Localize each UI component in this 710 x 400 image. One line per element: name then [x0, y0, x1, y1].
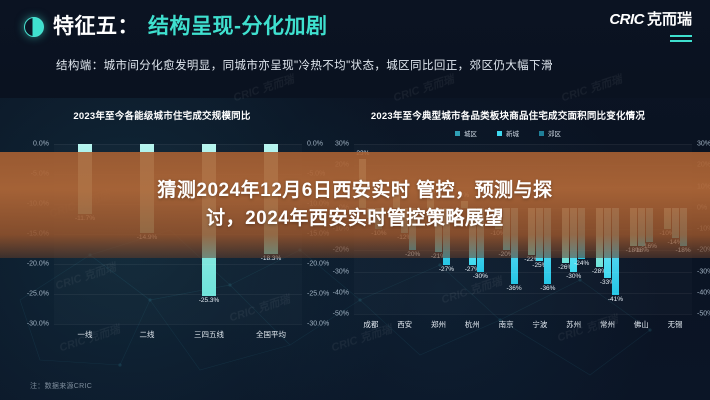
- bar-value-label: -25.3%: [198, 296, 220, 304]
- y-axis-tick-label: 30%: [334, 140, 349, 148]
- feature-label: 特征五：: [53, 15, 139, 38]
- brand-accent-bars: [609, 35, 692, 42]
- feature-title: 结构呈现-分化加剧: [148, 15, 328, 38]
- legend-label: 郊区: [548, 131, 561, 138]
- bar-value-label: -27%: [438, 266, 455, 274]
- x-axis-tick-label: 佛山: [633, 320, 649, 329]
- legend-swatch: [497, 130, 502, 136]
- y-axis-tick-label: -40%: [332, 289, 349, 297]
- bar-value-label: -27%: [464, 266, 480, 274]
- overlay-headline-line-1: 猜测2024年12月6日西安实时 管控，预测与探: [157, 180, 553, 202]
- right-chart-legend: 城区 新城 郊区: [318, 128, 698, 138]
- legend-swatch: [455, 130, 460, 136]
- right-chart-xaxis: 成都 西安 郑州 杭州 南京 宁波 苏州 常州 佛山 无锡: [354, 314, 692, 330]
- cric-logo: CRIC 克而瑞: [609, 8, 692, 29]
- bar-value-label: -36%: [506, 285, 522, 293]
- y-axis-tick-label: -30%: [332, 268, 349, 275]
- x-axis-tick-label: 南京: [498, 320, 514, 329]
- x-axis-tick-label: 杭州: [464, 320, 480, 329]
- bar-value-label: -26%: [558, 264, 574, 271]
- gridline: [354, 144, 692, 145]
- y-axis-tick-label: 0.0%: [33, 140, 49, 148]
- legend-item[interactable]: 城区: [455, 128, 477, 138]
- y-axis-tick-label-right: -25.0%: [307, 290, 330, 298]
- left-chart-xaxis: 一线 二线 三四五线 全国平均: [54, 324, 302, 340]
- overlay-headline-line-2: 讨，2024年西安实时管控策略展望: [206, 208, 504, 229]
- bar-value-label: -33%: [599, 278, 616, 286]
- x-axis-tick-label: 宁波: [532, 320, 548, 329]
- gridline: [354, 271, 692, 273]
- x-axis-tick-label: 无锡: [667, 320, 683, 329]
- x-axis-tick-label: 常州: [599, 320, 615, 329]
- y-axis-tick-label: -20.0%: [26, 260, 49, 268]
- half-moon-icon: [24, 16, 44, 37]
- y-axis-tick-label-right: -50%: [697, 310, 710, 318]
- source-footnote: 注：数据来源CRIC: [30, 383, 93, 390]
- y-axis-tick-label-right: -20.0%: [307, 260, 330, 268]
- left-chart-title: 2023年至今各能级城市住宅成交规模同比: [73, 111, 251, 122]
- x-axis-tick-label: 成都: [363, 320, 379, 329]
- y-axis-tick-label: -30.0%: [26, 320, 49, 328]
- headline-overlay-banner: 猜测2024年12月6日西安实时 管控，预测与探 讨，2024年西安实时管控策略…: [0, 152, 710, 258]
- x-axis-tick-label: 二线: [139, 330, 155, 339]
- gridline: [54, 294, 302, 295]
- y-axis-tick-label-right: -30.0%: [307, 320, 330, 328]
- bar-value-label: -28%: [591, 268, 608, 276]
- y-axis-tick-label: -50%: [332, 310, 349, 318]
- cric-logo-cn: 克而瑞: [646, 11, 692, 28]
- slide-header: 特征五： 结构呈现-分化加剧 结构端：城市间分化愈发明显，同城市亦呈现"冷热不均…: [0, 0, 710, 98]
- x-axis-tick-label: 全国平均: [256, 330, 286, 339]
- legend-swatch: [539, 130, 544, 136]
- legend-item[interactable]: 郊区: [539, 128, 561, 138]
- gridline: [54, 324, 302, 325]
- bar-value-label: -18.3%: [260, 254, 282, 262]
- x-axis-tick-label: 郑州: [430, 320, 446, 329]
- bar-value-label: -30%: [472, 272, 488, 280]
- right-chart-title: 2023年至今典型城市各品类板块商品住宅成交面积同比变化情况: [370, 111, 646, 122]
- bar-value-label: -36%: [540, 285, 556, 293]
- bar-value-label: -41%: [607, 295, 624, 303]
- gridline: [54, 264, 302, 265]
- bar-value-label: -22%: [524, 255, 540, 263]
- x-axis-tick-label: 三四五线: [194, 330, 224, 339]
- y-axis-tick-label-right: -40%: [697, 289, 710, 297]
- gridline: [54, 144, 302, 145]
- bar-value-label: -30%: [566, 272, 582, 280]
- legend-label: 新城: [506, 131, 519, 138]
- header-subtitle: 结构端：城市间分化愈发明显，同城市亦呈现"冷热不均"状态，城区同比回正，郊区仍大…: [56, 60, 553, 72]
- y-axis-tick-label-right: 30%: [697, 140, 710, 148]
- gridline: [354, 292, 692, 294]
- y-axis-tick-label-right: -30%: [697, 268, 710, 275]
- legend-label: 城区: [464, 131, 477, 138]
- y-axis-tick-label: -25.0%: [26, 290, 49, 298]
- left-chart-legend: [14, 128, 310, 138]
- y-axis-tick-label-right: 0.0%: [307, 140, 323, 148]
- legend-item[interactable]: 新城: [497, 128, 519, 138]
- cric-logo-latin: CRIC: [609, 11, 644, 28]
- brand-logo-group: CRIC 克而瑞: [609, 8, 692, 42]
- bar-value-label: -25%: [532, 261, 548, 269]
- bar-value-label: -24%: [574, 259, 590, 267]
- gridline: [354, 314, 692, 315]
- x-axis-tick-label: 一线: [77, 330, 93, 339]
- header-title-row: 特征五： 结构呈现-分化加剧: [24, 16, 328, 37]
- x-axis-tick-label: 西安: [397, 320, 413, 329]
- x-axis-tick-label: 苏州: [566, 320, 582, 329]
